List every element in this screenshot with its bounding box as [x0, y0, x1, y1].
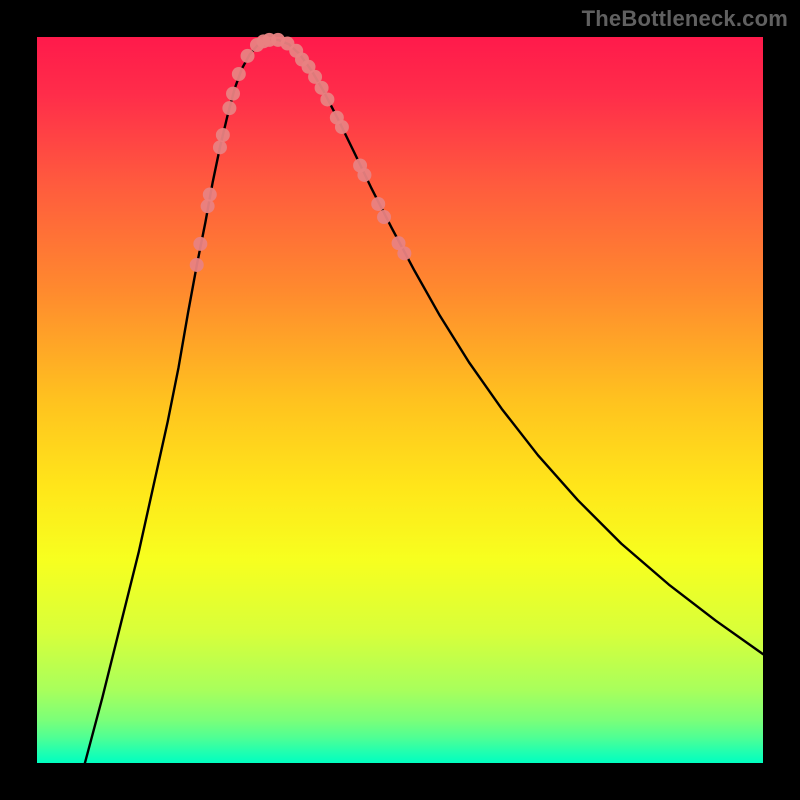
marker-dot	[190, 258, 204, 272]
marker-dot	[213, 140, 227, 154]
marker-dot	[226, 87, 240, 101]
bottleneck-curve	[85, 40, 763, 763]
marker-dot	[203, 188, 217, 202]
chart-frame: TheBottleneck.com	[0, 0, 800, 800]
marker-dot	[371, 197, 385, 211]
marker-dot	[216, 128, 230, 142]
marker-dots-group	[190, 33, 412, 272]
marker-dot	[377, 210, 391, 224]
watermark-text: TheBottleneck.com	[582, 6, 788, 32]
marker-dot	[320, 92, 334, 106]
marker-dot	[201, 199, 215, 213]
plot-area	[37, 37, 763, 763]
marker-dot	[232, 67, 246, 81]
marker-dot	[357, 168, 371, 182]
marker-dot	[193, 237, 207, 251]
marker-dot	[222, 101, 236, 115]
marker-dot	[335, 120, 349, 134]
marker-dot	[241, 49, 255, 63]
curve-layer	[37, 37, 763, 763]
marker-dot	[397, 246, 411, 260]
